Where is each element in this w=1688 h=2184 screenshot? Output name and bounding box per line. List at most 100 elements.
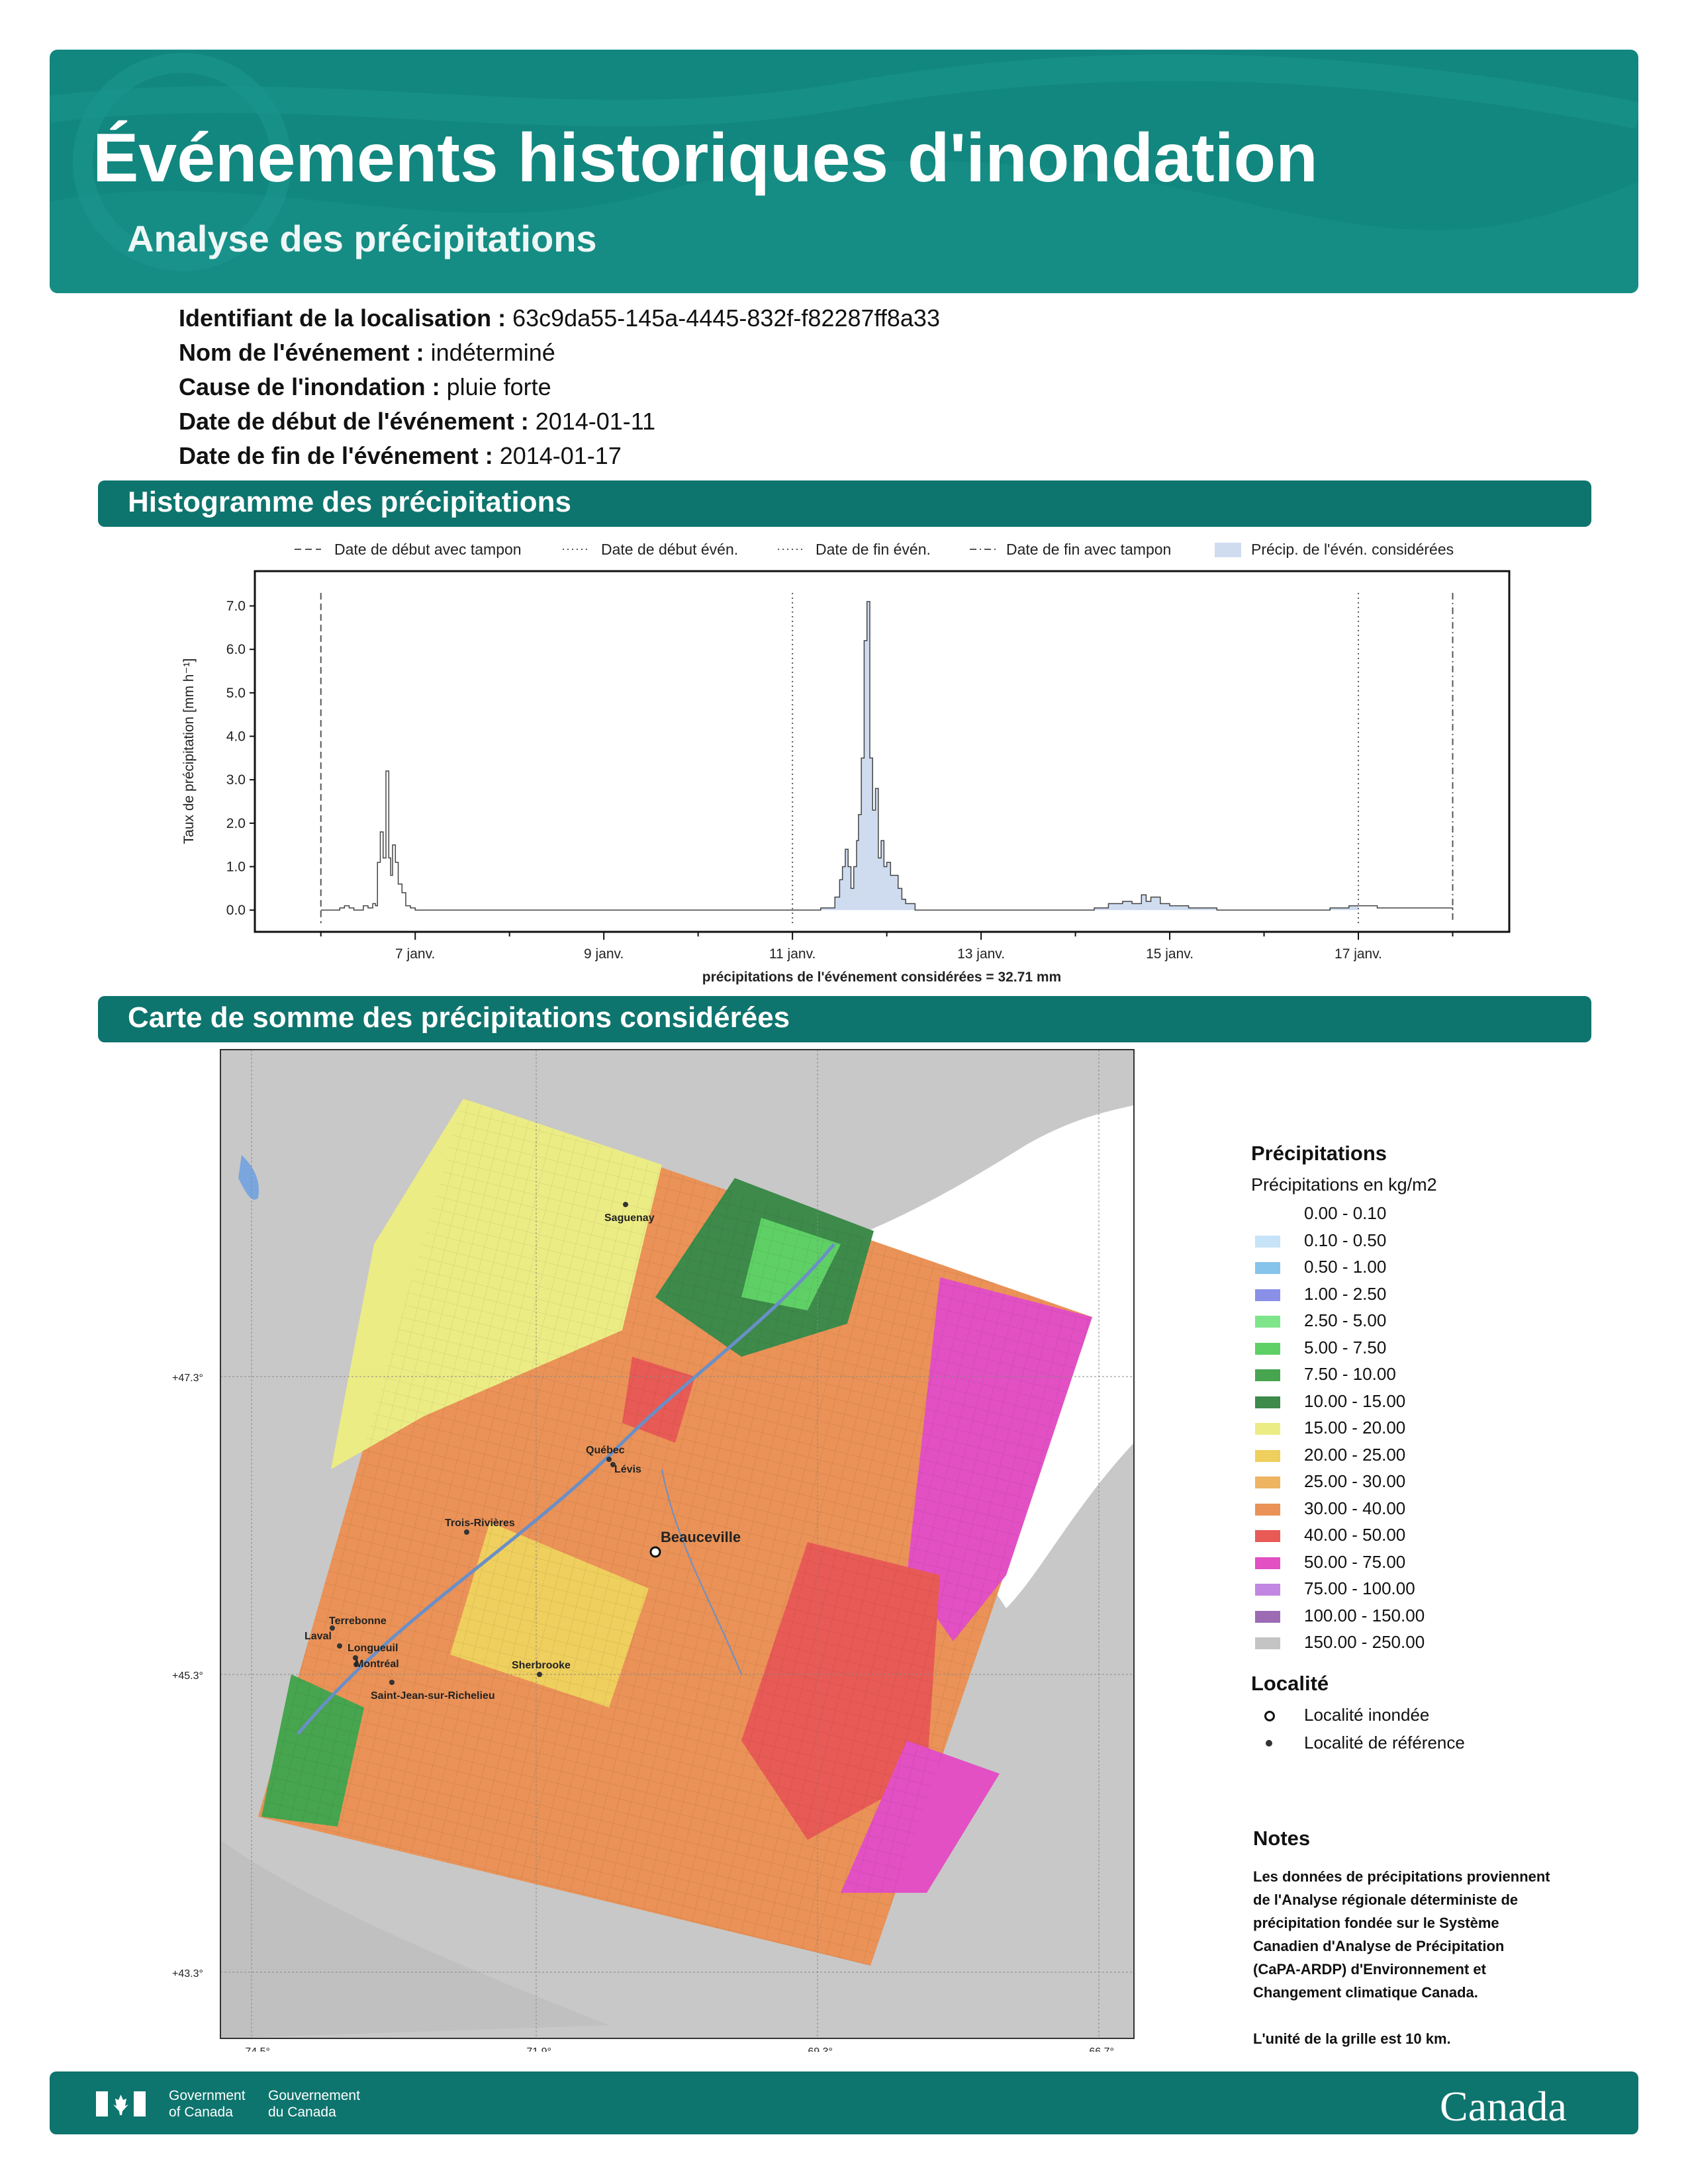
page-subtitle: Analyse des précipitations bbox=[127, 218, 597, 259]
lat-label-1: +47.3° bbox=[172, 1373, 203, 1384]
notes-block: Notes Les données de précipitations prov… bbox=[1253, 1827, 1624, 2050]
city-dot-laval bbox=[337, 1643, 342, 1649]
legend-swatch bbox=[1255, 1503, 1280, 1516]
legend-class-list: 0.00 - 0.10 0.10 - 0.50 0.50 - 1.00 1.00 - … bbox=[1251, 1202, 1622, 1665]
city-label-levis: Lévis bbox=[614, 1464, 641, 1475]
page-title: Événements historiques d'inondation bbox=[93, 120, 1318, 197]
legend-subtitle: Précipitations en kg/m2 bbox=[1251, 1175, 1437, 1195]
city-dot-trois-rivieres bbox=[464, 1529, 469, 1535]
legend-class-label: 15.00 - 20.00 bbox=[1304, 1418, 1406, 1437]
legend-swatch bbox=[1255, 1369, 1280, 1381]
legend-label-considered: Précip. de l'évén. considérées bbox=[1251, 541, 1454, 558]
considered-precip-fill bbox=[792, 601, 1359, 911]
map-us-land bbox=[220, 1840, 609, 2038]
chart-legend: Date de début avec tampon Date de début … bbox=[295, 541, 1454, 558]
x-axis-label-total: précipitations de l'événement considérée… bbox=[702, 970, 1061, 985]
precipitation-map: Saguenay Québec Lévis Trois-Rivières Ter… bbox=[172, 1049, 1135, 2052]
lon-label-1: -74.5° bbox=[242, 2046, 270, 2052]
legend-swatch bbox=[1255, 1477, 1280, 1488]
legend-swatch bbox=[1255, 1637, 1280, 1649]
legend-class-label: 75.00 - 100.00 bbox=[1304, 1578, 1415, 1598]
legend-title: Précipitations bbox=[1251, 1142, 1387, 1165]
y-tick-label: 4.0 bbox=[226, 729, 246, 745]
y-tick-label: 2.0 bbox=[226, 816, 246, 831]
grid-lines bbox=[258, 1099, 1092, 1966]
legend-class-label: 10.00 - 15.00 bbox=[1304, 1390, 1406, 1411]
legend-class-label: 30.00 - 40.00 bbox=[1304, 1498, 1406, 1518]
legend-swatch bbox=[1255, 1557, 1280, 1569]
x-tick-label: 11 janv. bbox=[769, 946, 816, 962]
x-tick-label: 17 janv. bbox=[1335, 946, 1382, 962]
legend-label-event-start: Date de début évén. bbox=[601, 541, 738, 558]
notes-grid-unit: L'unité de la grille est 10 km. bbox=[1253, 2030, 1451, 2047]
city-dot-saguenay bbox=[623, 1202, 628, 1207]
hollow-circle-icon bbox=[1264, 1711, 1275, 1721]
legend-label-event-end: Date de fin évén. bbox=[816, 541, 931, 558]
legend-class-label: 7.50 - 10.00 bbox=[1304, 1364, 1396, 1384]
x-tick-label: 15 janv. bbox=[1146, 946, 1194, 962]
info-end-date: Date de fin de l'événement :2014-01-17 bbox=[179, 442, 622, 469]
legend-swatch bbox=[1255, 1610, 1280, 1623]
legend-class-label: 0.10 - 0.50 bbox=[1304, 1230, 1387, 1250]
map-lake bbox=[238, 1155, 259, 1200]
notes-text: Les données de précipitations proviennen… bbox=[1253, 1865, 1624, 2050]
info-event-name: Nom de l'événement : indéterminé bbox=[179, 339, 555, 366]
legend-swatch bbox=[1255, 1396, 1280, 1408]
legend-swatch bbox=[1255, 1584, 1280, 1596]
lat-label-3: +43.3° bbox=[172, 1968, 203, 1979]
legend-class-label: 2.50 - 5.00 bbox=[1304, 1310, 1387, 1330]
city-dot-levis bbox=[610, 1462, 616, 1467]
city-label-laval: Laval bbox=[305, 1631, 332, 1642]
legend-swatch bbox=[1255, 1235, 1280, 1248]
legend-swatch bbox=[1255, 1449, 1280, 1462]
legend-class-label: 100.00 - 150.00 bbox=[1304, 1605, 1425, 1625]
x-tick-label: 9 janv. bbox=[584, 946, 624, 962]
section-histogram-title: Histogramme des précipitations bbox=[128, 486, 571, 518]
city-dot-montreal bbox=[353, 1662, 359, 1667]
map-legend: Précipitations Précipitations en kg/m2 0… bbox=[1251, 1142, 1622, 1763]
y-tick-label: 5.0 bbox=[226, 686, 246, 701]
city-dot-saint-jean bbox=[389, 1680, 395, 1685]
precip-series-line bbox=[320, 601, 1454, 911]
city-label-longueuil: Longueuil bbox=[348, 1643, 398, 1654]
lon-label-2: -71.9° bbox=[523, 2046, 551, 2052]
y-tick-label: 7.0 bbox=[226, 599, 246, 614]
y-tick-label: 0.0 bbox=[226, 903, 246, 918]
legend-swatch-considered bbox=[1215, 543, 1241, 557]
section-map-title: Carte de somme des précipitations consid… bbox=[128, 1001, 790, 1034]
city-label-terrebonne: Terrebonne bbox=[329, 1615, 387, 1627]
header-wave-decoration bbox=[50, 53, 1638, 293]
x-tick-label: 13 janv. bbox=[957, 946, 1005, 962]
legend-class-label: 40.00 - 50.00 bbox=[1304, 1525, 1406, 1545]
section-map-bar: Carte de somme des précipitations consid… bbox=[98, 996, 1591, 1042]
y-tick-label: 3.0 bbox=[226, 772, 246, 788]
city-label-sherbrooke: Sherbrooke bbox=[512, 1660, 571, 1671]
info-start-date: Date de début de l'événement :2014-01-11 bbox=[179, 408, 656, 435]
y-axis-label: Taux de précipitation [mm h⁻¹] bbox=[181, 659, 197, 844]
city-label-saguenay: Saguenay bbox=[604, 1212, 655, 1224]
st-lawrence-river bbox=[297, 1243, 835, 1735]
city-dot-longueuil bbox=[353, 1655, 358, 1661]
legend-swatch bbox=[1255, 1289, 1280, 1301]
legend-swatch bbox=[1255, 1316, 1280, 1328]
x-tick-label: 7 janv. bbox=[395, 946, 435, 962]
footer-bar: Government of Canada Gouvernement du Canad… bbox=[50, 2071, 1638, 2134]
legend-class-label: 150.00 - 250.00 bbox=[1304, 1632, 1425, 1652]
axis-ticks: 0.0 1.0 2.0 3.0 4.0 5.0 6.0 7.0 7 janv. 9 janv. 11… bbox=[226, 599, 1454, 962]
city-label-trois-rivieres: Trois-Rivières bbox=[445, 1518, 515, 1529]
legend-class-label: 1.00 - 2.50 bbox=[1304, 1283, 1387, 1304]
lon-label-3: -69.3° bbox=[804, 2046, 833, 2052]
map-graticule bbox=[220, 1050, 1134, 2038]
legend-swatch bbox=[1255, 1262, 1280, 1274]
legend-swatch bbox=[1255, 1208, 1280, 1220]
city-label-montreal: Montréal bbox=[355, 1659, 399, 1670]
map-frame bbox=[220, 1049, 1135, 2039]
precipitation-histogram: Date de début avec tampon Date de début … bbox=[181, 541, 1511, 985]
city-dot-terrebonne bbox=[330, 1625, 335, 1631]
info-location-id: Identifiant de la localisation :63c9da55… bbox=[179, 304, 940, 332]
header-banner bbox=[50, 50, 1638, 293]
legend-swatch bbox=[1255, 1423, 1280, 1435]
plot-area bbox=[320, 592, 1454, 923]
legend-class-label: 50.00 - 75.00 bbox=[1304, 1551, 1406, 1572]
chaudiere-river bbox=[661, 1469, 742, 1675]
